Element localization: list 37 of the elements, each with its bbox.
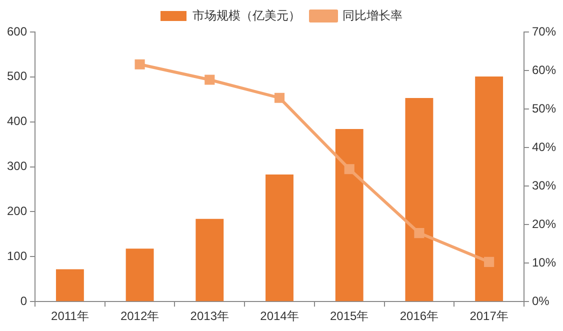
y-tick-label: 0 <box>20 294 28 308</box>
point <box>344 164 354 174</box>
point <box>484 256 494 267</box>
y2-tick-label: 0% <box>532 294 550 308</box>
bar <box>196 218 224 302</box>
legend-label: 同比增长率 <box>342 8 402 22</box>
legend-label: 市场规模（亿美元） <box>192 8 300 22</box>
y-tick-label: 300 <box>6 159 28 174</box>
y2-tick-label: 70% <box>532 24 556 38</box>
y2-tick-label: 50% <box>532 101 556 116</box>
bar <box>266 174 294 302</box>
y-tick-label: 600 <box>6 24 28 38</box>
bar <box>405 98 434 302</box>
y-tick-label: 400 <box>6 114 28 128</box>
x-tick-label: 2017年 <box>470 309 508 324</box>
y-tick-label: 500 <box>6 69 28 84</box>
bar <box>126 248 154 302</box>
x-tick-label: 2012年 <box>120 309 160 324</box>
y2-tick-label: 40% <box>532 140 556 154</box>
y2-tick-label: 30% <box>532 178 556 192</box>
x-tick-label: 2011年 <box>51 309 89 324</box>
x-tick-label: 2013年 <box>190 309 229 324</box>
bar <box>56 269 84 302</box>
x-tick-label: 2016年 <box>400 309 439 324</box>
x-tick-label: 2015年 <box>330 309 369 324</box>
y2-tick-label: 60% <box>532 62 556 77</box>
y2-tick-label: 20% <box>532 216 556 231</box>
point <box>414 228 424 238</box>
x-tick-label: 2014年 <box>260 309 299 324</box>
point <box>204 74 215 85</box>
y-tick-label: 100 <box>6 248 28 263</box>
y-tick-label: 200 <box>6 204 28 218</box>
point <box>134 59 145 70</box>
point <box>274 92 285 103</box>
bar <box>335 129 364 302</box>
y2-tick-label: 10% <box>532 255 556 270</box>
bar <box>475 76 504 302</box>
